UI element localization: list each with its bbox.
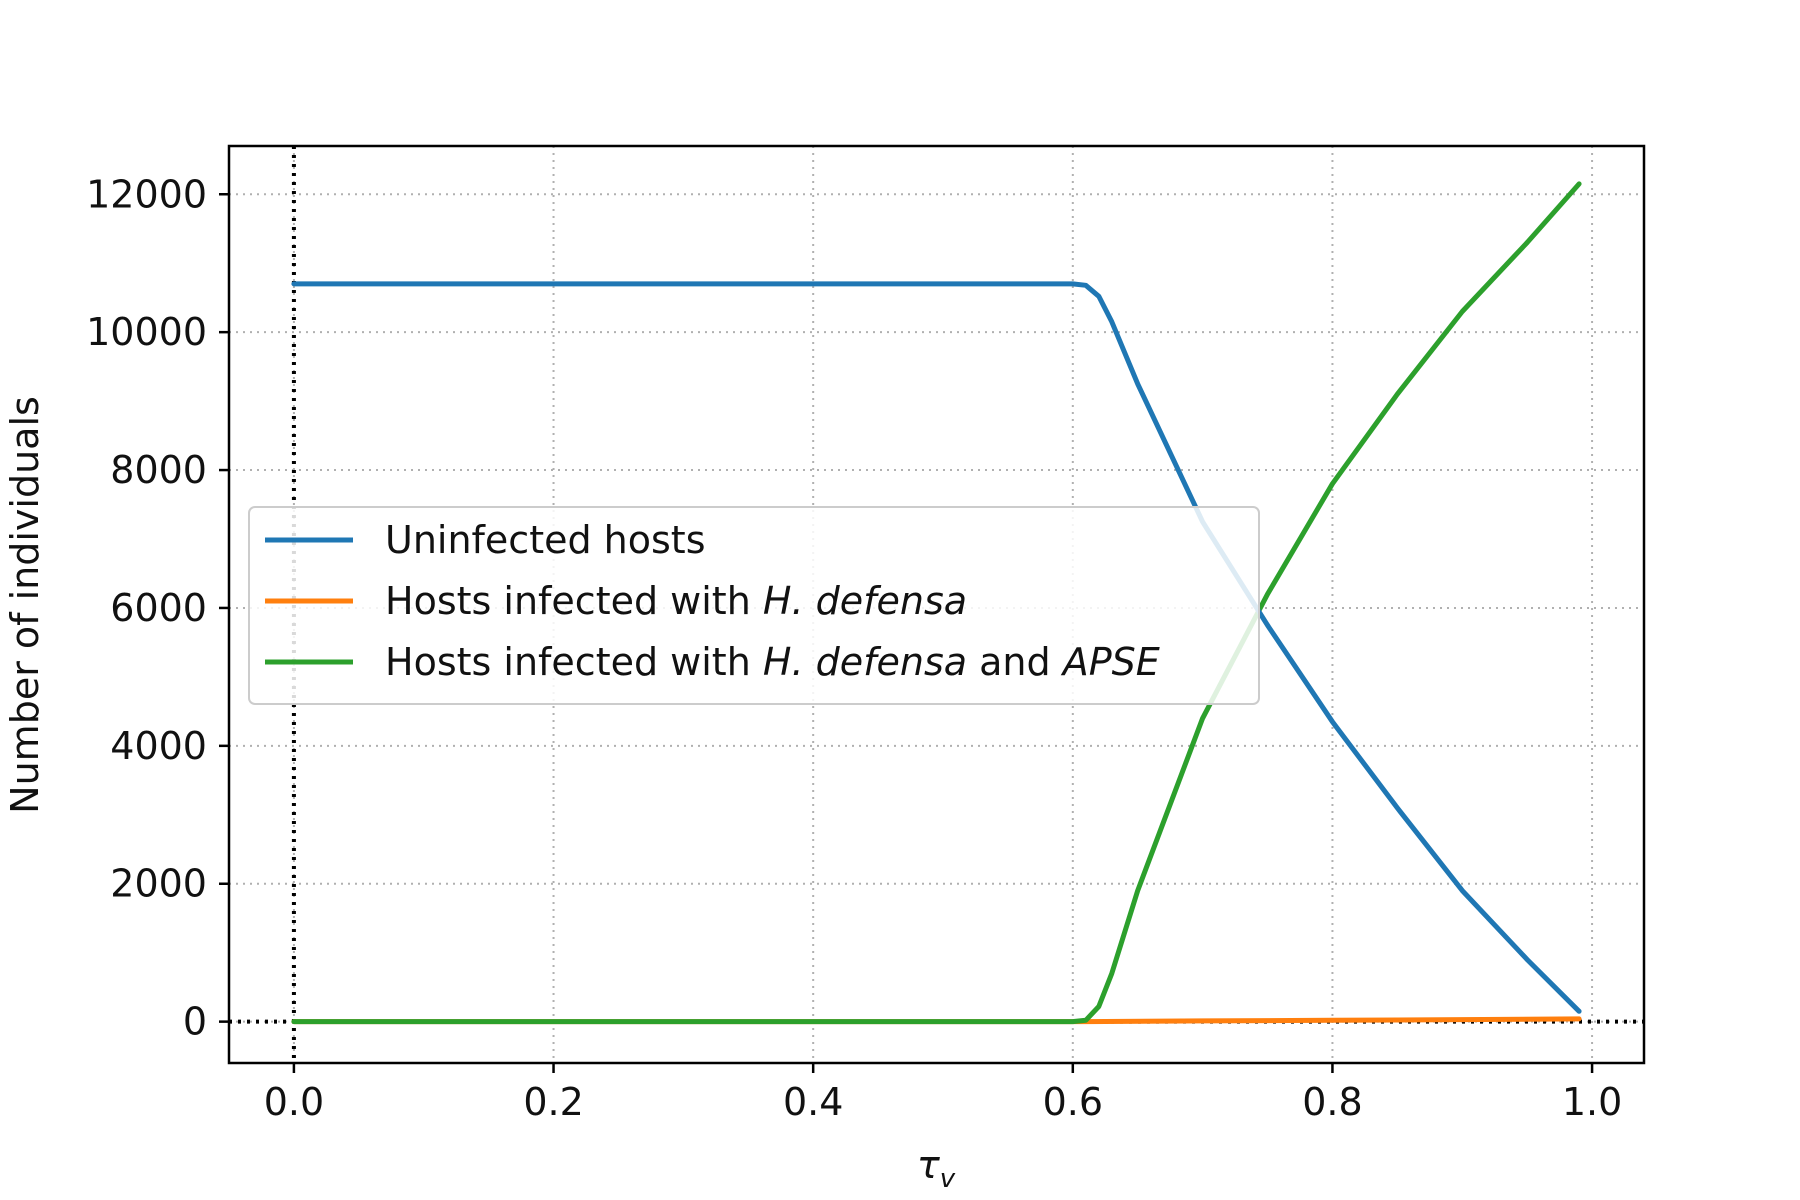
y-tick-label: 12000 — [86, 172, 207, 216]
x-axis-ticks: 0.0 0.2 0.4 0.6 0.8 1.0 — [264, 1063, 1622, 1124]
y-tick-label: 2000 — [110, 862, 207, 906]
y-axis-label: Number of individuals — [3, 396, 47, 814]
legend-label: Hosts infected with H. defensa and APSE — [385, 640, 1160, 684]
series-line-0 — [291, 281, 1582, 1014]
y-tick-label: 4000 — [110, 724, 207, 768]
legend-label: Uninfected hosts — [385, 518, 706, 562]
legend-entry: Hosts infected with H. defensa and APSE — [265, 640, 1160, 684]
x-tick-label: 0.6 — [1043, 1080, 1103, 1124]
y-tick-label: 6000 — [110, 586, 207, 630]
legend-entry: Hosts infected with H. defensa — [265, 579, 967, 623]
y-axis-ticks: 0 2000 4000 6000 8000 10000 12000 — [86, 172, 229, 1044]
y-tick-label: 10000 — [86, 310, 207, 354]
x-tick-label: 0.2 — [523, 1080, 583, 1124]
x-tick-label: 0.0 — [264, 1080, 324, 1124]
x-axis-label-subscript: v — [940, 1164, 956, 1194]
legend-label: Hosts infected with H. defensa — [385, 579, 967, 623]
x-tick-label: 1.0 — [1562, 1080, 1622, 1124]
x-axis-label-main: τ — [917, 1143, 941, 1187]
y-tick-label: 8000 — [110, 448, 207, 492]
legend-box — [248, 506, 1260, 705]
plot-frame — [227, 144, 1646, 1065]
series-line-2 — [291, 181, 1582, 1025]
x-axis-label: τv — [917, 1143, 956, 1194]
legend-entry: Uninfected hosts — [265, 518, 706, 562]
x-tick-label: 0.4 — [783, 1080, 843, 1124]
x-tick-label: 0.8 — [1302, 1080, 1362, 1124]
series-lines — [291, 181, 1582, 1025]
legend: Uninfected hosts Hosts infected with H. … — [248, 506, 1260, 705]
y-tick-label: 0 — [183, 1000, 207, 1044]
